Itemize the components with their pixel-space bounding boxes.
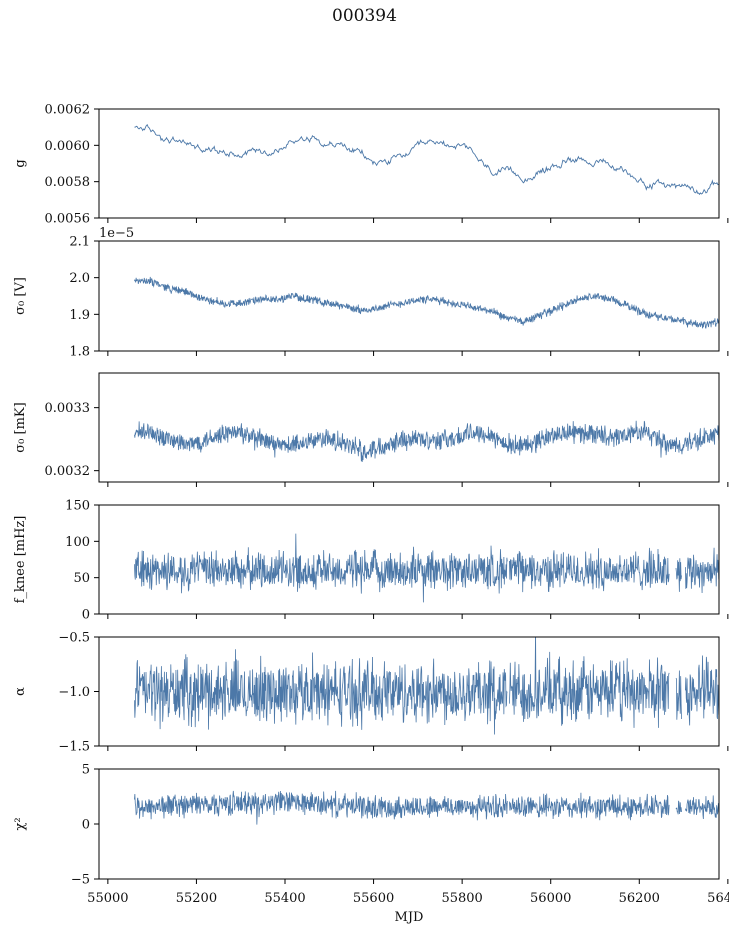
panel-4: 0 50 100 150 f_knee [mHz]	[13, 499, 729, 623]
y-tick-label: 0.0056	[45, 212, 91, 227]
panel-5: −1.5 −1.0 −0.5 α	[13, 631, 729, 755]
plot-frame	[98, 108, 720, 219]
y-tick-label: −1.5	[58, 740, 90, 755]
y-tick-label: 1.9	[69, 308, 90, 323]
y-tick-label: 5	[82, 763, 90, 778]
y-tick-label: 150	[65, 499, 90, 514]
x-tick-label: 56000	[530, 891, 571, 906]
y-tick-label: 1.8	[69, 345, 90, 360]
panel-6: −5 0 5 χ² 55000 55200 55400 55600 55800 56000 5620…	[13, 763, 729, 926]
panel-3: 0.0032 0.0033 σ₀ [mK]	[13, 372, 729, 487]
y-axis-label: χ²	[13, 817, 28, 830]
y-tick-label: 0	[82, 818, 90, 833]
panel-2: 1.8 1.9 2.0 2.1 σ₀ [V] 1e−5	[13, 226, 729, 360]
x-tick-label: 55200	[176, 891, 217, 906]
y-offset-text: 1e−5	[99, 226, 134, 241]
x-tick-label: 55400	[264, 891, 305, 906]
y-tick-label: 0.0058	[45, 175, 91, 190]
x-tick-label: 55800	[441, 891, 482, 906]
y-tick-label: 0.0032	[45, 464, 91, 479]
series-line	[134, 123, 719, 196]
y-tick-label: 0.0060	[45, 139, 91, 154]
y-tick-label: 0.0033	[45, 401, 91, 416]
panel-1: 0.0056 0.0058 0.0060 0.0062 g	[13, 103, 729, 227]
x-tick-label: 56200	[619, 891, 660, 906]
y-axis-label: σ₀ [mK]	[13, 402, 28, 452]
y-tick-label: −5	[71, 873, 90, 888]
x-tick-label: 55000	[87, 891, 128, 906]
y-tick-label: 0	[82, 608, 90, 623]
y-tick-label: 2.1	[69, 235, 90, 250]
series-line	[134, 533, 719, 603]
figure-title: 000394	[332, 6, 397, 26]
x-tick-label: 56400	[707, 891, 729, 906]
y-axis-label: g	[13, 159, 28, 167]
plot-frame	[98, 504, 720, 615]
plot-frame	[98, 240, 720, 352]
y-tick-label: 2.0	[69, 271, 90, 286]
y-tick-label: −0.5	[58, 631, 90, 646]
x-axis-label: MJD	[395, 910, 424, 925]
y-axis-label: f_knee [mHz]	[13, 516, 28, 604]
y-tick-label: 50	[73, 571, 90, 586]
y-tick-label: −1.0	[58, 685, 90, 700]
plot-frame	[98, 372, 720, 483]
y-axis-label: α	[13, 687, 28, 696]
series-line	[134, 276, 719, 329]
series-line	[134, 637, 719, 735]
y-tick-label: 0.0062	[45, 103, 91, 118]
series-line	[134, 420, 719, 462]
series-line	[134, 790, 719, 825]
y-axis-label: σ₀ [V]	[13, 277, 28, 315]
plot-frame	[98, 768, 720, 880]
y-tick-label: 100	[65, 535, 90, 550]
x-tick-label: 55600	[353, 891, 394, 906]
